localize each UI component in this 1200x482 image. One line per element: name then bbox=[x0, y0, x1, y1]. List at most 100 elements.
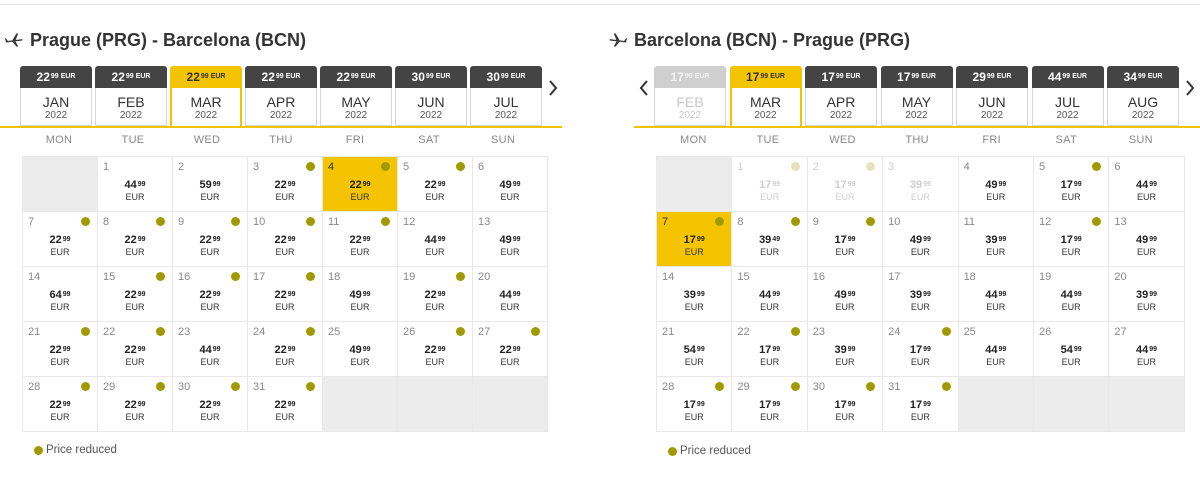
day-cell[interactable]: 31 1799 EUR bbox=[883, 377, 958, 431]
day-cell[interactable]: 29 1799 EUR bbox=[732, 377, 807, 431]
day-price: 4499 bbox=[1034, 288, 1108, 303]
day-cell[interactable]: 30 1799 EUR bbox=[807, 377, 883, 431]
day-cell[interactable]: 17 2299 EUR bbox=[248, 267, 322, 321]
day-cell[interactable]: 23 4499 EUR bbox=[173, 322, 247, 376]
day-cell[interactable]: 28 2299 EUR bbox=[23, 377, 97, 431]
month-tab-jul[interactable]: 30 99 EUR JUL 2022 bbox=[470, 66, 542, 128]
day-cell[interactable]: 9 1799 EUR bbox=[807, 212, 883, 266]
price-reduced-dot-icon bbox=[156, 382, 165, 391]
day-cell[interactable]: 16 4999 EUR bbox=[807, 267, 883, 321]
day-cell[interactable]: 1 4499 EUR bbox=[98, 157, 172, 211]
day-cell[interactable]: 27 2299 EUR bbox=[473, 322, 547, 376]
day-cell[interactable]: 27 4499 EUR bbox=[1109, 322, 1184, 376]
day-currency: EUR bbox=[50, 412, 70, 422]
month-label-box: AUG 2022 bbox=[1107, 88, 1179, 126]
day-cell[interactable]: 20 4499 EUR bbox=[473, 267, 547, 321]
price-currency: EUR bbox=[921, 72, 936, 80]
month-tab-jun[interactable]: 29 99 EUR JUN 2022 bbox=[956, 66, 1028, 128]
selected-day-cell[interactable]: 4 2299 EUR bbox=[323, 157, 397, 211]
day-currency: EUR bbox=[500, 357, 520, 367]
day-cell[interactable]: 11 2299 EUR bbox=[323, 212, 397, 266]
day-cell[interactable]: 12 1799 EUR bbox=[1033, 212, 1109, 266]
price-integer: 17 bbox=[909, 399, 923, 411]
day-price: 2299 bbox=[473, 343, 547, 358]
day-cell[interactable]: 30 2299 EUR bbox=[173, 377, 247, 431]
day-cell[interactable]: 29 2299 EUR bbox=[98, 377, 172, 431]
month-tab-apr[interactable]: 17 99 EUR APR 2022 bbox=[805, 66, 877, 128]
day-cell[interactable]: 25 4499 EUR bbox=[958, 322, 1033, 376]
month-label-box: JUN 2022 bbox=[395, 88, 467, 126]
month-tab-feb[interactable]: 22 99 EUR FEB 2022 bbox=[95, 66, 167, 128]
day-price: 1799 bbox=[732, 343, 806, 358]
day-cell[interactable]: 15 4499 EUR bbox=[732, 267, 807, 321]
month-tab-may[interactable]: 17 99 EUR MAY 2022 bbox=[880, 66, 953, 128]
month-tab-jan[interactable]: 22 99 EUR JAN 2022 bbox=[20, 66, 92, 128]
month-label-box: JUL 2022 bbox=[1031, 88, 1104, 126]
day-currency: EUR bbox=[1061, 192, 1081, 202]
month-year: 2022 bbox=[419, 110, 443, 121]
day-cell[interactable]: 28 1799 EUR bbox=[657, 377, 732, 431]
next-month-button[interactable] bbox=[1182, 78, 1198, 98]
day-cell[interactable]: 21 5499 EUR bbox=[657, 322, 732, 376]
day-cell[interactable]: 18 4999 EUR bbox=[323, 267, 397, 321]
day-cell[interactable]: 31 2299 EUR bbox=[248, 377, 322, 431]
day-number: 17 bbox=[888, 271, 901, 283]
day-cell[interactable]: 10 2299 EUR bbox=[248, 212, 322, 266]
day-cell[interactable]: 14 6499 EUR bbox=[23, 267, 97, 321]
day-cell[interactable]: 22 2299 EUR bbox=[98, 322, 172, 376]
outbound-calendar-panel: Prague (PRG) - Barcelona (BCN) 22 99 EUR JA… bbox=[0, 0, 590, 482]
day-cell[interactable]: 25 4999 EUR bbox=[323, 322, 397, 376]
day-cell[interactable]: 7 2299 EUR bbox=[23, 212, 97, 266]
day-cell[interactable]: 8 2299 EUR bbox=[98, 212, 172, 266]
month-label-box: MAY 2022 bbox=[320, 88, 392, 126]
prev-month-button[interactable] bbox=[636, 78, 652, 98]
day-cell[interactable]: 13 4999 EUR bbox=[473, 212, 547, 266]
day-cell[interactable]: 24 2299 EUR bbox=[248, 322, 322, 376]
day-cell[interactable]: 18 4499 EUR bbox=[958, 267, 1033, 321]
day-cell[interactable]: 13 4999 EUR bbox=[1109, 212, 1184, 266]
day-cell[interactable]: 26 5499 EUR bbox=[1033, 322, 1109, 376]
day-cell[interactable]: 11 3999 EUR bbox=[958, 212, 1033, 266]
selected-day-cell[interactable]: 7 1799 EUR bbox=[657, 212, 732, 266]
day-cell[interactable]: 17 3999 EUR bbox=[883, 267, 958, 321]
next-month-button[interactable] bbox=[545, 78, 561, 98]
price-integer: 49 bbox=[985, 179, 998, 191]
day-price: 2299 bbox=[98, 288, 172, 303]
day-cell[interactable]: 15 2299 EUR bbox=[98, 267, 172, 321]
month-tab-jul[interactable]: 44 99 EUR JUL 2022 bbox=[1031, 66, 1104, 128]
month-year: 2022 bbox=[494, 110, 518, 121]
day-cell[interactable]: 5 2299 EUR bbox=[398, 157, 472, 211]
day-cell[interactable]: 6 4499 EUR bbox=[1109, 157, 1184, 211]
day-cell[interactable]: 9 2299 EUR bbox=[173, 212, 247, 266]
day-cell[interactable]: 4 4999 EUR bbox=[958, 157, 1033, 211]
month-tab-mar[interactable]: 22 99 EUR MAR 2022 bbox=[170, 66, 242, 128]
price-currency: EUR bbox=[435, 72, 451, 80]
month-tab-apr[interactable]: 22 99 EUR APR 2022 bbox=[245, 66, 317, 128]
day-cell[interactable]: 22 1799 EUR bbox=[732, 322, 807, 376]
day-cell[interactable]: 21 2299 EUR bbox=[23, 322, 97, 376]
day-cell[interactable]: 24 1799 EUR bbox=[883, 322, 958, 376]
day-cell[interactable]: 6 4999 EUR bbox=[473, 157, 547, 211]
price-reduced-dot-icon bbox=[381, 217, 390, 226]
day-cell[interactable]: 8 3949 EUR bbox=[732, 212, 807, 266]
day-cell[interactable]: 3 2299 EUR bbox=[248, 157, 322, 211]
month-tab-jun[interactable]: 30 99 EUR JUN 2022 bbox=[395, 66, 467, 128]
day-cell[interactable]: 5 1799 EUR bbox=[1033, 157, 1109, 211]
day-cell[interactable]: 23 3999 EUR bbox=[807, 322, 883, 376]
price-decimals: 99 bbox=[62, 291, 71, 298]
day-cell[interactable]: 19 4499 EUR bbox=[1033, 267, 1109, 321]
price-reduced-dot-icon bbox=[306, 217, 315, 226]
month-tab-aug[interactable]: 34 99 EUR AUG 2022 bbox=[1107, 66, 1179, 128]
day-cell[interactable]: 12 4499 EUR bbox=[398, 212, 472, 266]
day-cell[interactable]: 14 3999 EUR bbox=[657, 267, 732, 321]
day-cell[interactable]: 16 2299 EUR bbox=[173, 267, 247, 321]
day-cell[interactable]: 20 3999 EUR bbox=[1109, 267, 1184, 321]
day-cell[interactable]: 26 2299 EUR bbox=[398, 322, 472, 376]
day-cell[interactable]: 19 2299 EUR bbox=[398, 267, 472, 321]
day-cell[interactable]: 10 4999 EUR bbox=[883, 212, 958, 266]
price-decimals: 99 bbox=[437, 291, 446, 298]
price-decimals: 99 bbox=[684, 72, 693, 80]
day-cell[interactable]: 2 5999 EUR bbox=[173, 157, 247, 211]
month-tab-may[interactable]: 22 99 EUR MAY 2022 bbox=[320, 66, 392, 128]
month-tab-mar[interactable]: 17 99 EUR MAR 2022 bbox=[729, 66, 802, 128]
